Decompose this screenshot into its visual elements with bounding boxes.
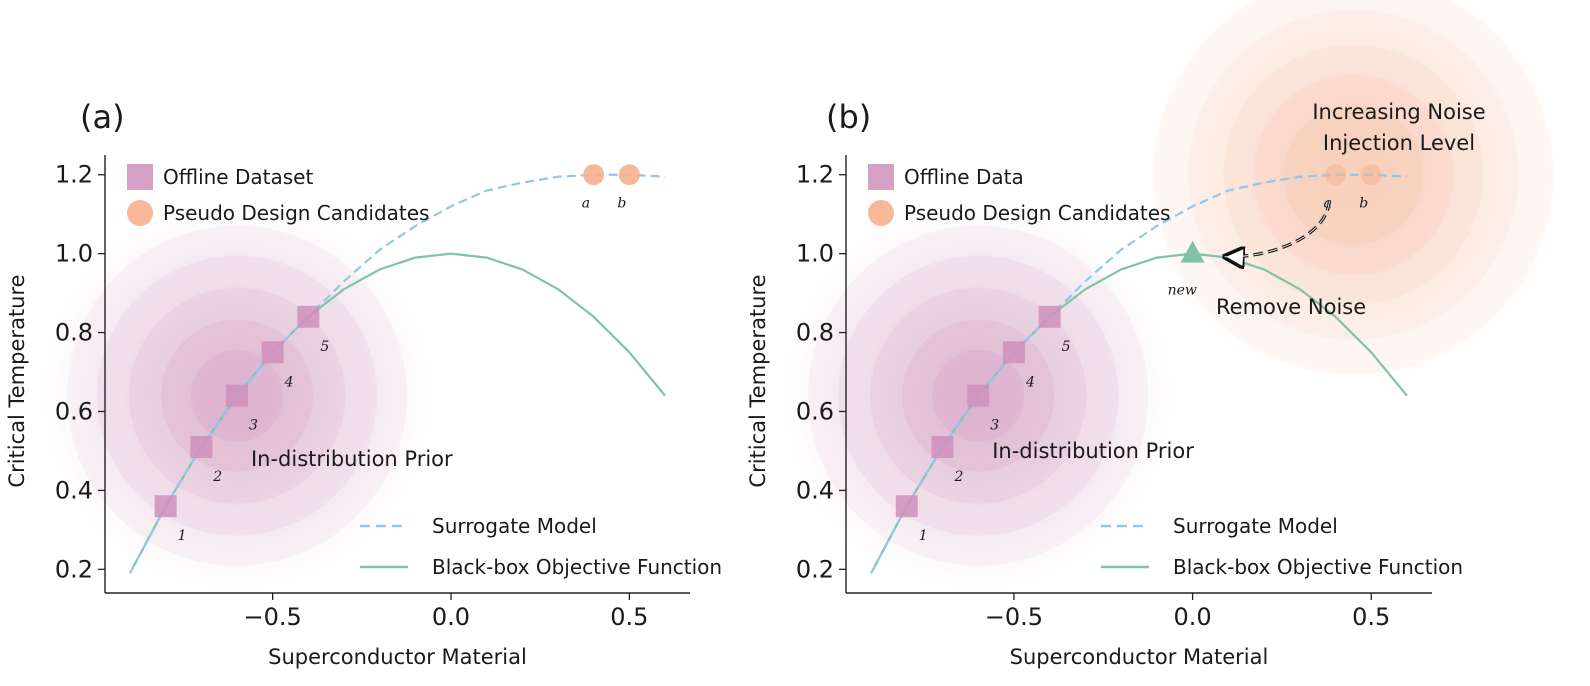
legend-candidate-marker (127, 200, 153, 226)
offline-point (931, 436, 954, 458)
noise-glow (1138, 0, 1569, 390)
noise-rings (1138, 0, 1569, 390)
panel-label: (b) (826, 98, 871, 136)
candidate-point (1360, 164, 1382, 186)
offline-point (225, 384, 248, 407)
legend-surrogate-label: Surrogate Model (1173, 514, 1338, 538)
offline-point (190, 436, 213, 458)
legend-offline-label: Offline Data (904, 165, 1024, 189)
y-tick-label: 0.8 (796, 319, 834, 347)
surrogate-model-line (128, 173, 666, 574)
offline-point-label: 3 (249, 418, 258, 434)
legend-surrogate-label: Surrogate Model (432, 514, 597, 538)
noise-ring (1153, 0, 1554, 375)
offline-point-label: 5 (320, 339, 329, 355)
candidate-label-sub: b (1359, 196, 1368, 212)
y-tick-label: 0.6 (796, 397, 834, 425)
legend-offline-label: Offline Dataset (163, 165, 313, 189)
y-tick-label: 0.8 (55, 319, 93, 347)
offline-point-label-sub: 1 (919, 528, 928, 544)
y-axis-title: Critical Temperature (5, 274, 29, 487)
candidate-label: b (617, 196, 626, 212)
offline-point-label: 1 (178, 528, 187, 544)
y-tick-label: 0.6 (55, 397, 93, 425)
legend-objective-label: Black-box Objective Function (432, 555, 722, 579)
candidate-label-sub: a (582, 196, 590, 212)
legend-candidate-marker (868, 200, 894, 226)
panel-a: 0.2 0.4 0.6 0.8 1.0 1.2 −0.5 0.0 0.5 Superconduct… (5, 98, 722, 669)
offline-point (1002, 341, 1025, 364)
offline-point (895, 495, 918, 518)
offline-point-label-sub: 2 (212, 469, 222, 485)
offline-point-label: 3 (990, 418, 999, 434)
legend-objective-label: Black-box Objective Function (1173, 555, 1463, 579)
legend-offline-marker (868, 164, 894, 190)
offline-point-label-sub: 3 (990, 418, 999, 434)
x-tick-label: 0.5 (610, 603, 648, 631)
new-point-label-sub: new (1168, 283, 1197, 299)
y-tick-label: 0.4 (796, 476, 834, 504)
x-tick-label: −0.5 (985, 603, 1043, 631)
offline-point (261, 341, 284, 364)
offline-point-label-sub: 2 (953, 469, 963, 485)
panel-label: (a) (80, 98, 125, 136)
x-tick-label: 0.5 (1352, 603, 1390, 631)
offline-point (1038, 305, 1061, 328)
x-tick-label: −0.5 (244, 603, 302, 631)
offline-point-label-sub: 3 (249, 418, 258, 434)
legend-candidate-label: Pseudo Design Candidates (904, 201, 1170, 225)
prior-label: In-distribution Prior (251, 447, 453, 471)
offline-point (154, 495, 177, 518)
offline-point (297, 305, 320, 328)
y-axis-title: Critical Temperature (746, 274, 770, 487)
y-tick-label: 0.4 (55, 476, 93, 504)
x-tick-label: 0.0 (1174, 603, 1212, 631)
remove-noise-label: Remove Noise (1216, 295, 1366, 319)
candidate-point (583, 164, 605, 186)
noise-label-line1: Increasing Noise (1312, 100, 1485, 124)
candidate-label: a (582, 196, 590, 212)
new-design-point (1180, 240, 1205, 263)
offline-point-label-sub: 5 (1062, 339, 1071, 355)
y-tick-label: 1.2 (796, 161, 834, 189)
y-tick-label: 1.2 (55, 161, 93, 189)
prior-label: In-distribution Prior (992, 439, 1194, 463)
noise-label-line2: Injection Level (1323, 131, 1475, 155)
candidate-label-sub: b (617, 196, 626, 212)
offline-point-label: 2 (953, 469, 963, 485)
x-axis-title: Superconductor Material (1010, 645, 1269, 669)
remove-noise-arrow-core (1224, 200, 1330, 258)
offline-point-label: 2 (212, 469, 222, 485)
candidate-label: b (1359, 196, 1368, 212)
surrogate-model-line (870, 173, 1408, 574)
x-tick-label: 0.0 (432, 603, 470, 631)
y-tick-label: 1.0 (796, 240, 834, 268)
new-point-label: new (1168, 283, 1197, 299)
candidate-point (1325, 164, 1347, 186)
offline-point-label: 4 (1025, 374, 1035, 390)
offline-point-label: 4 (284, 374, 294, 390)
x-axis-title: Superconductor Material (268, 645, 527, 669)
y-tick-label: 0.2 (796, 555, 834, 583)
legend-offline-marker (127, 164, 153, 190)
offline-point (967, 384, 990, 407)
legend-candidate-label: Pseudo Design Candidates (163, 201, 429, 225)
offline-point-label-sub: 4 (284, 374, 294, 390)
offline-point-label-sub: 5 (320, 339, 329, 355)
panel-b: 0.2 0.4 0.6 0.8 1.0 1.2 −0.5 0.0 0.5 Superconduct… (746, 0, 1569, 669)
offline-point-label: 5 (1062, 339, 1071, 355)
y-tick-label: 0.2 (55, 555, 93, 583)
offline-point-label-sub: 1 (178, 528, 187, 544)
candidate-point (618, 164, 640, 186)
y-tick-label: 1.0 (55, 240, 93, 268)
offline-point-label-sub: 4 (1025, 374, 1035, 390)
offline-point-label: 1 (919, 528, 928, 544)
